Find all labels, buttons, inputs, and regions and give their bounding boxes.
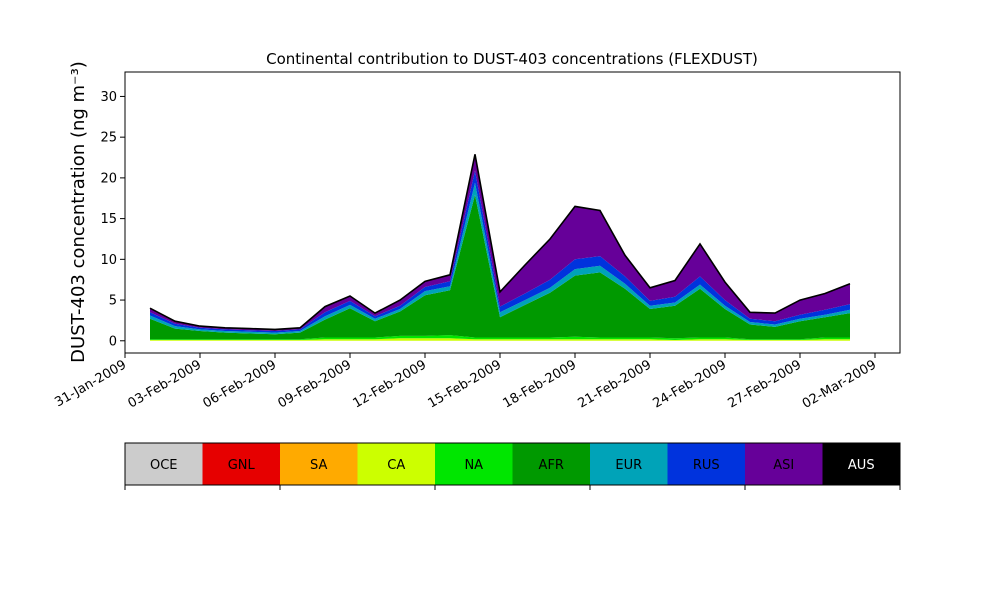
x-tick-label: 09-Feb-2009 (275, 357, 354, 411)
area-asi (150, 154, 850, 331)
area-series-group (150, 154, 850, 341)
colorbar-label-aus: AUS (848, 458, 875, 473)
colorbar-label-rus: RUS (693, 458, 720, 473)
colorbar-swatch-ca (357, 443, 436, 485)
y-tick-label: 0 (109, 334, 117, 349)
chart-title: Continental contribution to DUST-403 con… (266, 50, 758, 68)
colorbar-swatch-eur (590, 443, 668, 485)
area-na (150, 335, 850, 340)
colorbar-swatch-asi (745, 443, 823, 485)
colorbar-label-sa: SA (310, 458, 327, 473)
area-ca (150, 338, 850, 341)
y-tick-label: 10 (100, 253, 117, 268)
y-tick-label: 30 (100, 90, 117, 105)
x-tick-label: 06-Feb-2009 (200, 357, 279, 411)
x-tick-label: 02-Mar-2009 (800, 357, 879, 411)
plot-area: 0 5 10 15 20 25 30 31-Jan-200903-Feb-200906-Fe… (52, 71, 901, 412)
colorbar-swatch-gnl (202, 443, 281, 485)
colorbar-frame (124, 442, 901, 486)
colorbar-swatch-rus (667, 443, 746, 485)
colorbar-label-gnl: GNL (228, 458, 256, 473)
colorbar-label-na: NA (464, 458, 483, 473)
y-axis-label: DUST-403 concentration (ng m⁻³) (68, 61, 89, 363)
y-axis-ticks: 0 5 10 15 20 25 30 (100, 90, 125, 349)
region-colorbar: OCE GNL SA CA NA AFR EUR RUS ASI AUS (124, 442, 901, 490)
y-tick-label: 20 (100, 171, 117, 186)
colorbar-label-asi: ASI (773, 458, 794, 473)
y-tick-label: 15 (100, 212, 117, 227)
total-concentration-line (149, 154, 851, 331)
x-tick-label: 18-Feb-2009 (500, 357, 579, 411)
colorbar-swatch-afr (512, 443, 591, 485)
y-tick-label: 25 (100, 131, 117, 146)
x-tick-label: 24-Feb-2009 (650, 357, 729, 411)
colorbar-label-ca: CA (387, 458, 405, 473)
x-tick-label: 27-Feb-2009 (725, 357, 804, 411)
colorbar-label-oce: OCE (150, 458, 178, 473)
x-tick-label: 15-Feb-2009 (425, 357, 504, 411)
colorbar-swatch-aus (822, 443, 901, 485)
colorbar-swatch-sa (280, 443, 358, 485)
x-tick-label: 03-Feb-2009 (125, 357, 204, 411)
colorbar-swatch-oce (125, 443, 203, 485)
colorbar-label-eur: EUR (615, 458, 642, 473)
plot-frame (124, 71, 901, 354)
x-tick-label: 31-Jan-2009 (52, 357, 129, 410)
x-tick-label: 12-Feb-2009 (350, 357, 429, 411)
x-axis-ticks: 31-Jan-200903-Feb-200906-Feb-200909-Feb-… (52, 353, 879, 412)
colorbar-swatch-na (435, 443, 513, 485)
y-tick-label: 5 (109, 294, 117, 309)
x-tick-label: 21-Feb-2009 (575, 357, 654, 411)
colorbar-label-afr: AFR (539, 458, 564, 473)
